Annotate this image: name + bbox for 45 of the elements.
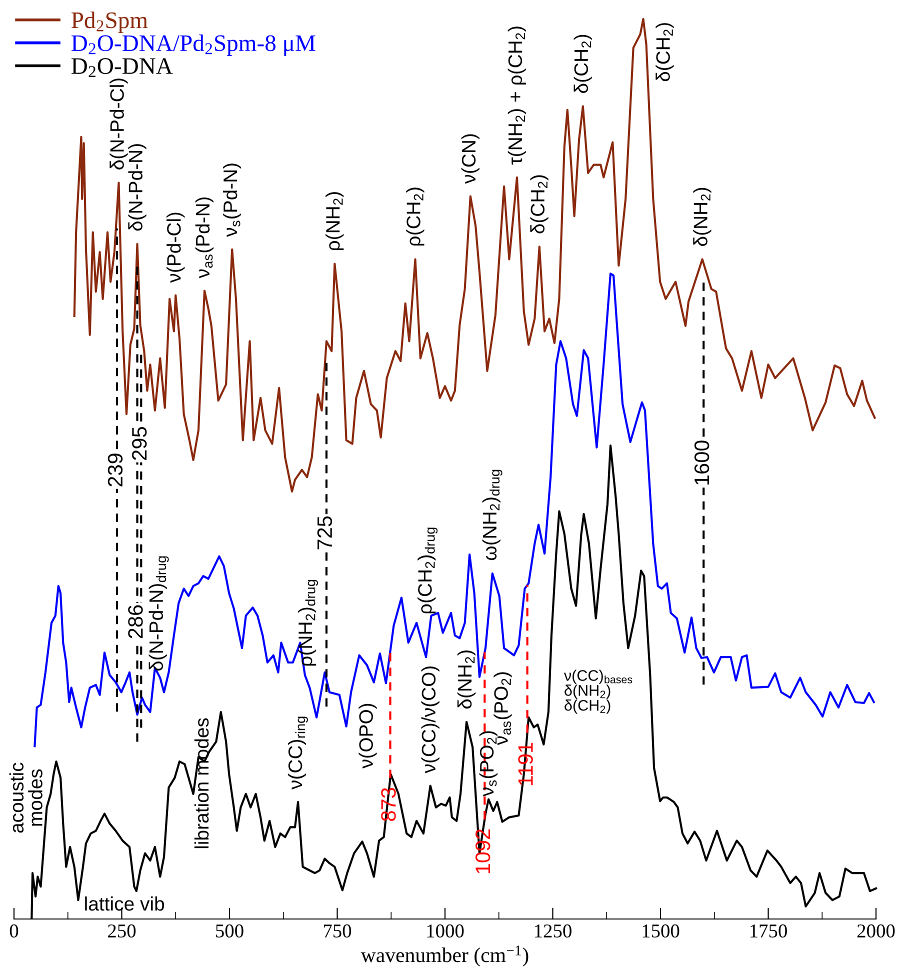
annotation: ρ(NH$_{2}$)$_{drug}$ — [298, 580, 318, 666]
annotation: ν$_{s}$(Pd-N) — [222, 164, 242, 237]
annotation: δ(NH$_{2}$) — [457, 650, 476, 709]
annotation: ν(CN) — [461, 134, 480, 184]
x-axis-title: wavenumber (cm$^{−1}$) — [360, 946, 528, 966]
x-tick-label: 1250 — [535, 924, 572, 938]
annotation: ν(CC)$_{ring}$ — [288, 716, 308, 790]
ref-line-label: 725 — [317, 516, 332, 550]
annotation: ρ(NH$_{2}$) — [326, 192, 344, 250]
annotation: δ(NH$_{2}$) — [693, 188, 712, 246]
annotation: δ(N-Pd-N) — [128, 144, 146, 231]
legend-label: Pd$_{2}$Spm — [72, 12, 148, 34]
annotation: δ(CH$_{2}$) — [530, 175, 548, 234]
annotation: ν(CC)/ν(CO) — [421, 666, 440, 774]
ref-line-label: 286 — [128, 605, 143, 638]
ref-line-label: 1191 — [518, 742, 533, 786]
annotation: ρ(CH$_{2}$)$_{drug}$ — [418, 528, 438, 614]
annotation: δ(CH$_{2}$) — [574, 34, 592, 93]
annotation: δ(N-Pd-Cl) — [110, 78, 128, 170]
x-tick-label: 500 — [216, 924, 244, 938]
annotation: ρ(CH$_{2}$) — [406, 188, 424, 246]
annotation: ν(OPO) — [358, 704, 377, 769]
x-tick-label: 1500 — [642, 924, 680, 938]
ref-line-label: 873 — [381, 788, 396, 821]
x-tick-label: 1750 — [750, 924, 787, 938]
annotation: δ(CH$_{2}$) — [656, 23, 674, 82]
annotation: ν(Pd-Cl) — [166, 212, 185, 283]
annotation: δ(N-Pd-N)$_{drug}$ — [148, 556, 169, 671]
ref-line-label: 1092 — [475, 829, 490, 874]
x-tick-label: 1000 — [427, 924, 464, 938]
legend-label: D$_{2}$O-DNA — [72, 58, 173, 78]
ref-line-label: 239 — [108, 454, 123, 486]
annotation: acoustic modes — [9, 762, 42, 833]
legend-label: D$_{2}$O-DNA/Pd$_{2}$Spm-8 μM — [72, 34, 316, 56]
x-tick-label: 0 — [10, 924, 18, 938]
annotation: ν(CC)$_{bases}$ δ(NH$_{2}$) δ(CH$_{2}$) — [564, 670, 632, 714]
ref-line-label: 1600 — [694, 440, 710, 485]
annotation: ω(NH$_{2}$)$_{drug}$ — [482, 470, 502, 560]
ref-line-label: 295 — [132, 427, 147, 460]
x-tick-label: 750 — [324, 924, 352, 938]
annotation: ν$_{as}$(Pd-N) — [195, 197, 214, 278]
annotation: τ(NH$_{2}$) + ρ(CH$_{2}$) — [508, 26, 526, 165]
x-tick-label: 2000 — [857, 924, 895, 938]
annotation: lattice vib — [85, 896, 164, 911]
x-tick-label: 250 — [108, 924, 136, 938]
